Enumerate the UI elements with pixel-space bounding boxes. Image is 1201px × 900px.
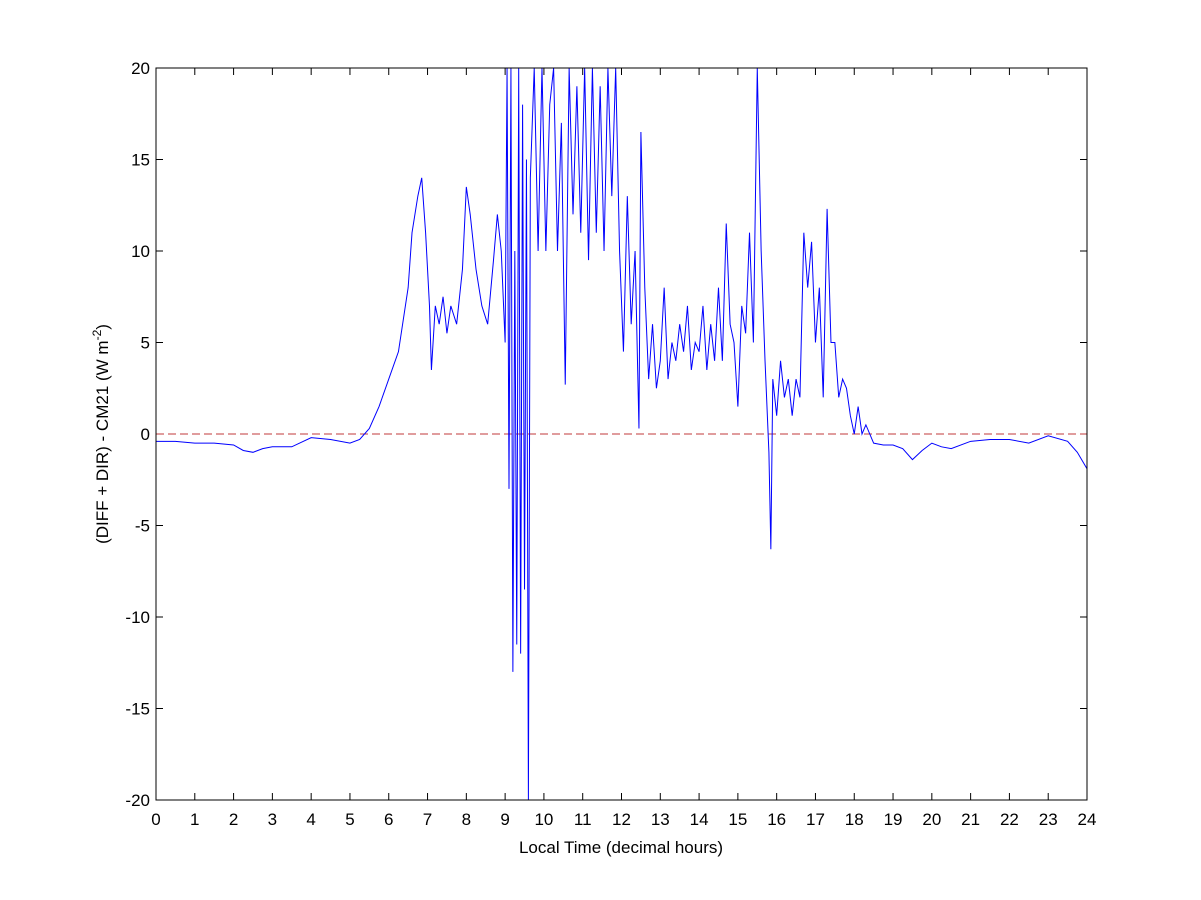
y-tick-label: 5 [141,334,150,353]
x-axis-label: Local Time (decimal hours) [519,838,723,857]
y-label-text: (DIFF + DIR) - CM21 (W m [93,340,112,544]
x-tick-label: 4 [306,810,315,829]
x-tick-label: 19 [884,810,903,829]
x-tick-label: 23 [1039,810,1058,829]
x-tick-label: 21 [961,810,980,829]
x-tick-label: 5 [345,810,354,829]
x-tick-label: 15 [728,810,747,829]
y-axis-label: (DIFF + DIR) - CM21 (W m-2) [90,324,112,544]
x-tick-label: 2 [229,810,238,829]
y-tick-label: -15 [125,700,150,719]
x-tick-label: 14 [690,810,709,829]
y-tick-label: 15 [131,151,150,170]
x-tick-label: 7 [423,810,432,829]
axes-box [155,67,1088,801]
x-tick-label: 8 [462,810,471,829]
y-tick-label: 0 [141,425,150,444]
y-tick-label: -20 [125,791,150,810]
x-tick-label: 1 [190,810,199,829]
x-tick-label: 11 [574,810,592,829]
y-label-close: ) [93,324,112,330]
x-tick-label: 3 [268,810,277,829]
y-tick-label: 10 [131,242,150,261]
x-tick-label: 16 [767,810,786,829]
y-label-superscript: -2 [90,329,104,340]
x-tick-label: 17 [806,810,825,829]
y-tick-label: -5 [135,517,150,536]
x-tick-label: 24 [1078,810,1097,829]
data-line [156,68,1087,800]
x-tick-label: 18 [845,810,864,829]
x-tick-label: 9 [500,810,509,829]
x-tick-label: 6 [384,810,393,829]
y-tick-label: -10 [125,608,150,627]
x-tick-label: 10 [534,810,553,829]
x-tick-label: 12 [612,810,631,829]
x-tick-label: 20 [922,810,941,829]
y-tick-label: 20 [131,59,150,78]
x-tick-label: 13 [651,810,670,829]
x-tick-label: 0 [151,810,160,829]
x-tick-label: 22 [1000,810,1019,829]
